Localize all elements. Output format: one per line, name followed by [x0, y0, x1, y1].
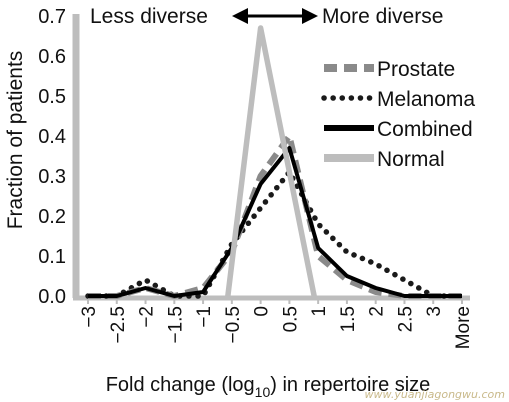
legend-label-normal: Normal — [377, 148, 445, 171]
axes: 0.0 0.1 0.2 0.3 0.4 0.5 0.6 0.7 −3 −2.5 −2 −1.5 −1 −0… — [38, 6, 474, 349]
diversity-arrow-left-head — [232, 8, 248, 24]
series-line-combined — [88, 146, 462, 298]
x-tick-label: −1 — [194, 306, 215, 328]
x-tick-label: 2 — [367, 306, 388, 317]
watermark-text: www.yuanjiagongwu.com — [365, 388, 505, 401]
annotation-less-diverse: Less diverse — [90, 5, 208, 28]
y-tick-label: 0.2 — [38, 206, 66, 228]
y-tick-label: 0.3 — [38, 166, 66, 188]
series-line-melanoma — [85, 167, 465, 299]
x-tick-label: 0.5 — [280, 306, 301, 332]
y-tick-label: 0.5 — [38, 86, 66, 108]
x-tick-label: 0 — [252, 306, 273, 317]
x-tick-label: 2.5 — [395, 306, 416, 332]
x-tick-label: More — [453, 306, 474, 349]
x-tick-label: 1.5 — [338, 306, 359, 332]
x-tick-label: 1 — [309, 306, 330, 317]
y-axis-label: Fraction of patients — [4, 51, 27, 230]
legend: Prostate Melanoma Combined Normal — [321, 58, 475, 171]
y-tick-label: 0.4 — [38, 126, 66, 148]
series-layer — [85, 25, 465, 299]
y-tick-label: 0.7 — [38, 6, 66, 28]
x-axis-label: Fold change (log10) in repertoire size — [106, 374, 431, 400]
y-tick-label: 0.6 — [38, 46, 66, 68]
x-tick-label: −1.5 — [165, 306, 186, 344]
legend-label-combined: Combined — [377, 118, 473, 141]
series-line-normal — [225, 25, 317, 297]
x-tick-label: −2 — [137, 306, 158, 328]
legend-label-prostate: Prostate — [377, 58, 455, 81]
x-tick-label: 3 — [424, 306, 445, 317]
x-tick-label: −0.5 — [223, 306, 244, 344]
y-tick-label: 0.1 — [38, 246, 66, 268]
legend-label-melanoma: Melanoma — [377, 88, 475, 111]
y-tick-label: 0.0 — [38, 286, 66, 308]
annotation-more-diverse: More diverse — [322, 5, 443, 28]
labels: Fraction of patients Fold change (log10) … — [4, 5, 505, 401]
x-tick-label: −3 — [79, 306, 100, 328]
x-tick-label: −2.5 — [108, 306, 129, 344]
diversity-arrow-right-head — [302, 8, 318, 24]
